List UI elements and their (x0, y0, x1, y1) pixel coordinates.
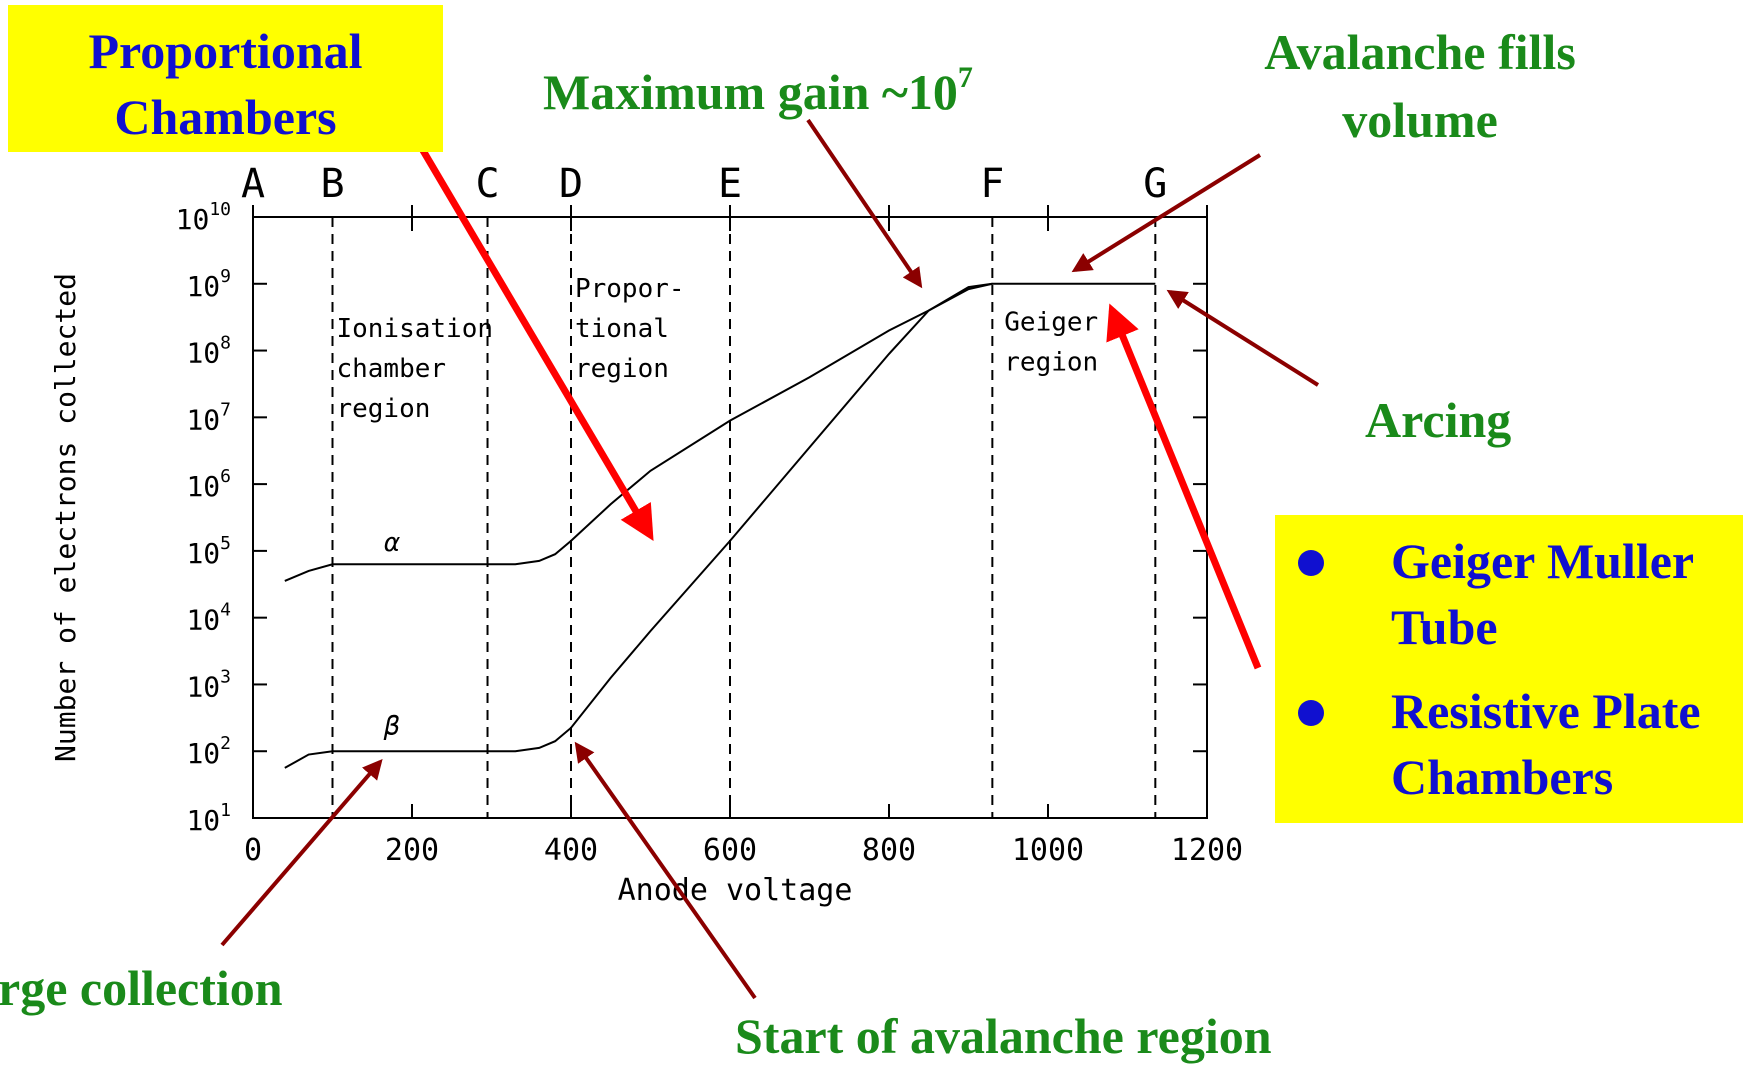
maximum-gain-text: Maximum gain ~10 (543, 64, 958, 120)
y-tick-label: 103 (186, 666, 231, 703)
y-tick-label: 108 (186, 333, 231, 370)
y-tick-base: 10 (186, 537, 220, 570)
series-label: α (384, 528, 400, 558)
region-label-line: Geiger (1004, 308, 1098, 338)
y-tick-label: 107 (186, 399, 231, 436)
arrow-maximum-gain (806, 118, 923, 289)
bullet-icon (1298, 550, 1324, 576)
y-axis-label: Number of electrons collected (49, 273, 82, 762)
bullet-icon (1298, 700, 1324, 726)
avalanche-fills-label: Avalanche fills volume (1264, 24, 1576, 148)
start-avalanche-label: Start of avalanche region (735, 1008, 1272, 1064)
proportional-chambers-box (8, 5, 443, 152)
y-tick-label: 104 (186, 600, 231, 637)
y-tick-exponent: 7 (220, 399, 231, 420)
y-tick-base: 10 (186, 470, 220, 503)
region-label-line: region (575, 354, 669, 384)
top-letter-c: C (475, 161, 499, 207)
series-line-beta (284, 282, 993, 769)
y-tick-label: 106 (186, 466, 231, 503)
chart-series (284, 282, 1156, 769)
top-letter-e: E (718, 161, 742, 207)
top-letter-a: A (241, 161, 265, 207)
x-tick-label: 800 (862, 833, 916, 868)
y-tick-base: 10 (186, 670, 220, 703)
x-tick-label: 400 (544, 833, 598, 868)
series-label: β (383, 712, 400, 742)
y-tick-label: 101 (186, 800, 231, 837)
y-tick-exponent: 5 (220, 533, 231, 554)
list-item-label: Resistive Plate Chambers (1391, 683, 1701, 805)
x-tick-label: 200 (385, 833, 439, 868)
y-tick-exponent: 9 (220, 266, 231, 287)
y-tick-exponent: 10 (209, 199, 231, 220)
y-tick-exponent: 1 (220, 800, 231, 821)
arrow-geiger-region (1106, 303, 1262, 670)
region-label-line: Propor- (575, 274, 685, 304)
arcing-label: Arcing (1365, 392, 1512, 448)
top-letter-f: F (980, 161, 1004, 207)
y-tick-base: 10 (186, 270, 220, 303)
top-letter-g: G (1143, 161, 1167, 207)
list-item-rpc: Resistive Plate Chambers (1295, 678, 1740, 828)
maximum-gain-exponent: 7 (957, 61, 973, 94)
detector-types-list: Geiger Muller Tube Resistive Plate Chamb… (1295, 528, 1740, 828)
y-tick-base: 10 (186, 737, 220, 770)
proportional-chambers-label: Proportional Chambers (88, 23, 363, 145)
arrow-arcing (1166, 289, 1320, 387)
y-tick-base: 10 (186, 403, 220, 436)
arrow-avalanche-fills (1071, 153, 1262, 273)
top-letter-b: B (320, 161, 344, 207)
x-axis-label: Anode voltage (618, 873, 853, 908)
x-tick-label: 1200 (1171, 833, 1243, 868)
detector-types-box (1275, 515, 1743, 823)
y-tick-label: 109 (186, 266, 231, 303)
region-label-line: Ionisation (336, 314, 493, 344)
y-tick-base: 10 (176, 203, 210, 236)
y-tick-exponent: 4 (220, 600, 231, 621)
annotation-arrows (220, 118, 1320, 1000)
x-tick-label: 600 (703, 833, 757, 868)
y-tick-label: 102 (186, 733, 231, 770)
y-tick-label: 1010 (176, 199, 231, 236)
charge-collection-label: rge collection (0, 960, 283, 1016)
arrow-start-avalanche (574, 741, 757, 1000)
y-tick-exponent: 2 (220, 733, 231, 754)
x-tick-label: 1000 (1012, 833, 1084, 868)
maximum-gain-label: Maximum gain ~107 (543, 48, 973, 122)
y-tick-exponent: 3 (220, 666, 231, 687)
region-label-line: chamber (336, 354, 446, 384)
y-tick-base: 10 (186, 604, 220, 637)
region-label-line: region (336, 394, 430, 424)
top-letter-d: D (559, 161, 583, 207)
region-boundaries (331, 217, 1157, 818)
region-label-line: region (1004, 348, 1098, 378)
arrow-charge-collection (220, 758, 383, 947)
list-item-geiger: Geiger Muller Tube (1295, 528, 1740, 678)
y-tick-exponent: 8 (220, 333, 231, 354)
y-tick-base: 10 (186, 337, 220, 370)
y-tick-base: 10 (186, 804, 220, 837)
y-tick-exponent: 6 (220, 466, 231, 487)
list-item-label: Geiger Muller Tube (1391, 533, 1695, 655)
y-tick-label: 105 (186, 533, 231, 570)
x-tick-label: 0 (244, 833, 262, 868)
region-label-line: tional (575, 314, 669, 344)
arrow-proportional-chambers (401, 118, 654, 542)
